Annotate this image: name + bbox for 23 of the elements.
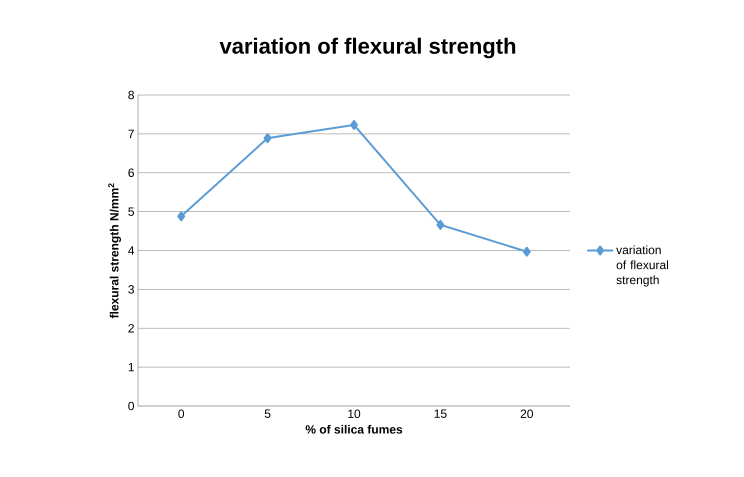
y-tick-label: 5 [128, 207, 134, 216]
point [177, 211, 186, 222]
x-tick-label: 0 [178, 410, 184, 418]
point [264, 133, 272, 144]
y-axis-title: flexural strength N/mm$^{2}$ [108, 183, 121, 318]
x-tick-label: 10 [348, 410, 360, 418]
point [522, 246, 531, 257]
x-tick-label: 20 [520, 410, 534, 418]
y-tick-label: 2 [128, 324, 134, 332]
x-axis-title: % of silica fumes [306, 424, 402, 434]
y-tick-label: 1 [128, 363, 134, 372]
y-tick-label: 8 [128, 90, 134, 100]
point [436, 220, 444, 230]
chart-title: variation of flexural strength [220, 38, 516, 58]
y-tick-label: 3 [128, 285, 134, 294]
y-tick-label: 4 [128, 246, 134, 255]
x-tick-label: 5 [264, 410, 270, 418]
y-tick-label: 6 [128, 168, 134, 178]
point [350, 120, 358, 130]
y-tick-label: 7 [128, 130, 134, 138]
x-tick-label: 15 [434, 410, 447, 418]
y-tick-label: 0 [128, 402, 134, 410]
legend-label: variation of flexural strength [616, 245, 668, 287]
